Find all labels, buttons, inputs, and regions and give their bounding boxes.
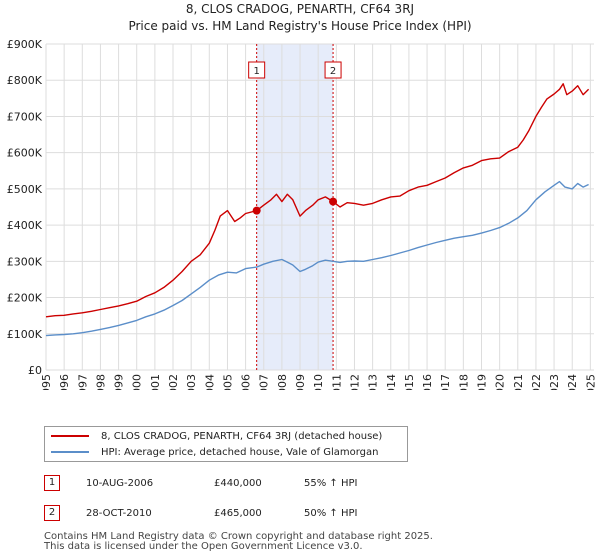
chart-title: 8, CLOS CRADOG, PENARTH, CF64 3RJ <box>185 2 415 16</box>
x-tick-label: 2005 <box>221 374 234 390</box>
x-tick-label: 1998 <box>94 374 107 390</box>
x-tick-label: 2016 <box>421 374 434 390</box>
x-tick-label: 1997 <box>76 374 89 390</box>
x-tick-label: 2008 <box>276 374 289 390</box>
y-tick-label: £600K <box>7 147 43 160</box>
x-tick-label: 2001 <box>149 374 162 390</box>
transaction-date: 28-OCT-2010 <box>86 508 152 519</box>
property-price-line <box>45 83 590 318</box>
price-chart: 1 2 £0 £100K £200K £300K £400K £500K £600K £700K… <box>7 38 598 390</box>
x-tick-label: 2006 <box>240 374 253 390</box>
transaction-date: 10-AUG-2006 <box>86 478 154 489</box>
y-tick-label: £300K <box>7 255 43 268</box>
y-tick-label: £200K <box>7 292 43 305</box>
x-tick-label: 2007 <box>258 374 271 390</box>
footer-license: This data is licensed under the Open Gov… <box>44 541 363 552</box>
legend-swatch-property <box>51 435 89 437</box>
x-tick-label: 2019 <box>475 374 488 390</box>
legend-label-hpi: HPI: Average price, detached house, Vale… <box>101 447 379 458</box>
x-tick-label: 2014 <box>385 374 398 390</box>
x-tick-label: 2002 <box>167 374 180 390</box>
y-tick-label: £0 <box>28 364 42 377</box>
footer-copyright: Contains HM Land Registry data © Crown c… <box>44 531 433 542</box>
x-tick-label: 1999 <box>113 374 126 390</box>
transaction-price: £440,000 <box>214 478 262 489</box>
x-tick-label: 2012 <box>348 374 361 390</box>
x-tick-label: 2022 <box>530 374 543 390</box>
transaction-hpi-change: 55% ↑ HPI <box>304 478 358 489</box>
footer-attribution: Contains HM Land Registry data © Crown c… <box>44 532 433 552</box>
x-tick-label: 2018 <box>457 374 470 390</box>
x-tick-label: 2013 <box>367 374 380 390</box>
y-tick-label: £100K <box>7 328 43 341</box>
transaction-price: £465,000 <box>214 508 262 519</box>
x-tick-label: 2003 <box>185 374 198 390</box>
x-tick-label: 2009 <box>294 374 307 390</box>
y-tick-label: £400K <box>7 219 43 232</box>
y-tick-label: £700K <box>7 110 43 123</box>
x-tick-label: 2017 <box>439 374 452 390</box>
transaction-number-badge: 1 <box>44 475 60 491</box>
x-tick-label: 2015 <box>403 374 416 390</box>
legend: 8, CLOS CRADOG, PENARTH, CF64 3RJ (detac… <box>44 426 408 462</box>
legend-swatch-hpi <box>51 451 89 453</box>
y-tick-label: £800K <box>7 74 43 87</box>
chart-subtitle: Price paid vs. HM Land Registry's House … <box>128 19 472 33</box>
x-tick-label: 2024 <box>566 374 579 390</box>
transaction-hpi-change: 50% ↑ HPI <box>304 508 358 519</box>
transaction-number-badge: 2 <box>44 505 60 521</box>
sale-marker-label: 2 <box>330 66 336 77</box>
sale-marker-label: 1 <box>253 66 259 77</box>
x-tick-label: 2020 <box>494 374 507 390</box>
y-tick-label: £900K <box>7 38 43 51</box>
hpi-line <box>45 180 589 337</box>
x-tick-label: 1996 <box>58 374 71 390</box>
x-tick-label: 2023 <box>548 374 561 390</box>
sale-point <box>252 206 261 215</box>
sale-marker-box <box>324 61 342 79</box>
x-tick-label: 1995 <box>40 374 53 390</box>
y-tick-label: £500K <box>7 183 43 196</box>
legend-item-property: 8, CLOS CRADOG, PENARTH, CF64 3RJ (detac… <box>51 429 382 445</box>
x-tick-label: 2025 <box>584 374 597 390</box>
x-tick-label: 2021 <box>512 374 525 390</box>
x-tick-label: 2000 <box>131 374 144 390</box>
x-tick-label: 2004 <box>203 374 216 390</box>
shaded-region <box>256 44 334 370</box>
legend-item-hpi: HPI: Average price, detached house, Vale… <box>51 445 379 461</box>
x-tick-label: 2011 <box>330 374 343 390</box>
x-tick-label: 2010 <box>312 374 325 390</box>
sale-point <box>329 197 338 206</box>
legend-label-property: 8, CLOS CRADOG, PENARTH, CF64 3RJ (detac… <box>101 431 383 442</box>
sale-marker-box <box>248 61 266 79</box>
